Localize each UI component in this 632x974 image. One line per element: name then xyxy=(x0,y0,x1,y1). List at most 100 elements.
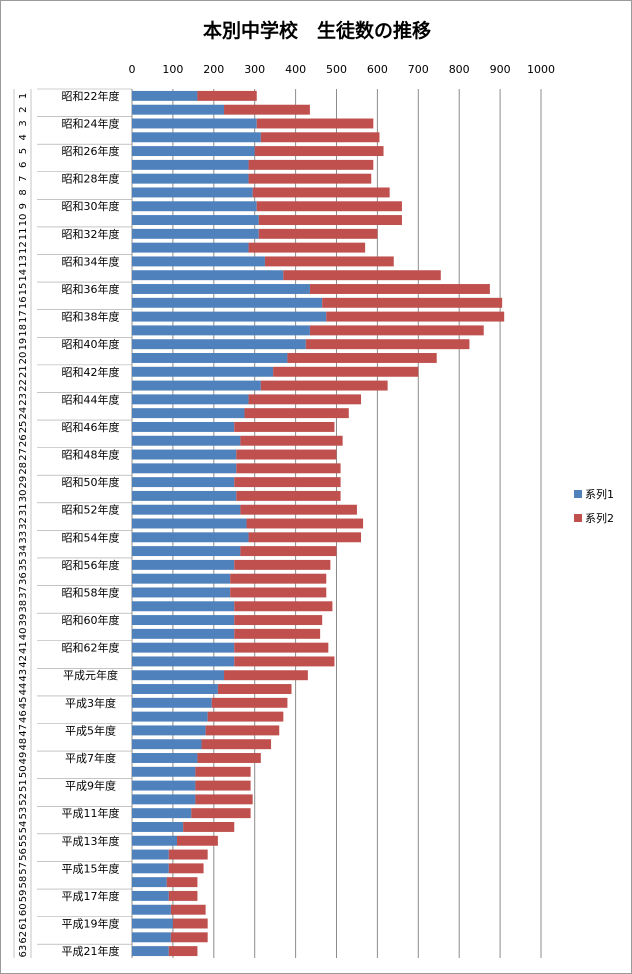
bar-series1 xyxy=(132,284,310,294)
bar-series1 xyxy=(132,863,169,874)
category-label: 昭和60年度 xyxy=(62,613,120,627)
row-number: 52 xyxy=(18,793,29,806)
x-tick-label: 100 xyxy=(162,63,183,76)
category-label: 昭和42年度 xyxy=(62,365,120,379)
category-label: 平成17年度 xyxy=(62,889,120,903)
row-number: 62 xyxy=(18,931,29,944)
row-number: 51 xyxy=(18,779,29,792)
category-label: 昭和26年度 xyxy=(62,144,120,158)
category-label: 平成7年度 xyxy=(65,751,116,765)
bar-series1 xyxy=(132,132,261,143)
category-label: 昭和36年度 xyxy=(62,282,120,296)
x-tick-label: 1000 xyxy=(527,63,555,76)
row-number: 2 xyxy=(18,107,29,113)
bar-series1 xyxy=(132,628,235,639)
row-number: 9 xyxy=(18,203,29,209)
bar-series2 xyxy=(234,628,321,639)
bar-series1 xyxy=(132,421,235,432)
bar-series2 xyxy=(244,408,349,419)
bar-series2 xyxy=(240,504,357,515)
row-number: 7 xyxy=(18,175,29,181)
bar-series1 xyxy=(132,601,235,612)
legend-swatch xyxy=(574,490,582,498)
category-label: 昭和52年度 xyxy=(62,503,120,517)
row-number: 25 xyxy=(18,421,29,434)
bar-series2 xyxy=(201,739,272,750)
category-label: 平成19年度 xyxy=(62,917,120,931)
bar-series1 xyxy=(132,918,173,929)
category-label: 平成元年度 xyxy=(63,668,118,682)
bar-series2 xyxy=(260,132,380,143)
row-number: 55 xyxy=(18,834,29,847)
bar-series2 xyxy=(234,601,333,612)
bar-series1 xyxy=(132,380,261,391)
bar-series2 xyxy=(191,808,251,819)
bar-series1 xyxy=(132,449,237,460)
bar-series2 xyxy=(224,670,308,681)
category-label: 昭和44年度 xyxy=(62,392,120,406)
bar-series1 xyxy=(132,835,177,846)
category-label: 昭和48年度 xyxy=(62,448,120,462)
row-number: 24 xyxy=(18,407,29,420)
row-number: 6 xyxy=(18,162,29,168)
bar-series1 xyxy=(132,849,169,860)
row-number: 35 xyxy=(18,559,29,572)
row-number: 40 xyxy=(18,627,29,640)
bar-series1 xyxy=(132,366,274,377)
bar-series2 xyxy=(168,863,204,874)
row-number: 44 xyxy=(18,683,29,696)
bar-series2 xyxy=(254,146,384,157)
bar-series1 xyxy=(132,766,196,777)
row-number: 16 xyxy=(18,296,29,309)
row-number: 39 xyxy=(18,614,29,627)
bar-series2 xyxy=(246,518,364,529)
bar-series1 xyxy=(132,546,241,557)
bar-series1 xyxy=(132,90,198,101)
bar-series1 xyxy=(132,118,257,129)
bar-series1 xyxy=(132,711,208,722)
row-number: 22 xyxy=(18,379,29,392)
bar-series2 xyxy=(236,449,337,460)
category-label: 昭和58年度 xyxy=(62,585,120,599)
category-label: 昭和38年度 xyxy=(62,310,120,324)
category-label: 平成3年度 xyxy=(65,696,116,710)
bar-series1 xyxy=(132,725,206,736)
bar-series1 xyxy=(132,642,235,653)
x-tick-label: 700 xyxy=(408,63,429,76)
row-number: 47 xyxy=(18,724,29,737)
bar-series1 xyxy=(132,780,196,791)
bar-series1 xyxy=(132,339,306,350)
bar-series1 xyxy=(132,256,265,267)
bar-series2 xyxy=(248,173,372,184)
bar-series1 xyxy=(132,946,169,957)
row-number: 28 xyxy=(18,462,29,475)
bar-series1 xyxy=(132,146,255,157)
row-number: 26 xyxy=(18,434,29,447)
x-tick-label: 800 xyxy=(449,63,470,76)
row-number: 41 xyxy=(18,641,29,654)
bar-series1 xyxy=(132,228,259,239)
bar-series1 xyxy=(132,559,235,570)
bar-series2 xyxy=(258,228,378,239)
bar-series2 xyxy=(248,242,366,253)
bar-series2 xyxy=(283,270,441,281)
row-number: 29 xyxy=(18,476,29,489)
row-number: 19 xyxy=(18,338,29,351)
bar-series1 xyxy=(132,104,225,115)
row-number: 58 xyxy=(18,876,29,889)
category-label: 昭和24年度 xyxy=(62,116,120,130)
bar-series1 xyxy=(132,932,171,943)
row-number: 18 xyxy=(18,324,29,337)
bar-series1 xyxy=(132,573,231,584)
bar-series1 xyxy=(132,215,259,226)
category-label: 昭和28年度 xyxy=(62,172,120,186)
bar-series2 xyxy=(168,890,198,901)
legend-label: 系列1 xyxy=(585,487,614,501)
row-number: 43 xyxy=(18,669,29,682)
category-label: 昭和32年度 xyxy=(62,227,120,241)
row-number: 1 xyxy=(18,93,29,99)
row-number: 38 xyxy=(18,600,29,613)
bar-series2 xyxy=(197,753,261,763)
